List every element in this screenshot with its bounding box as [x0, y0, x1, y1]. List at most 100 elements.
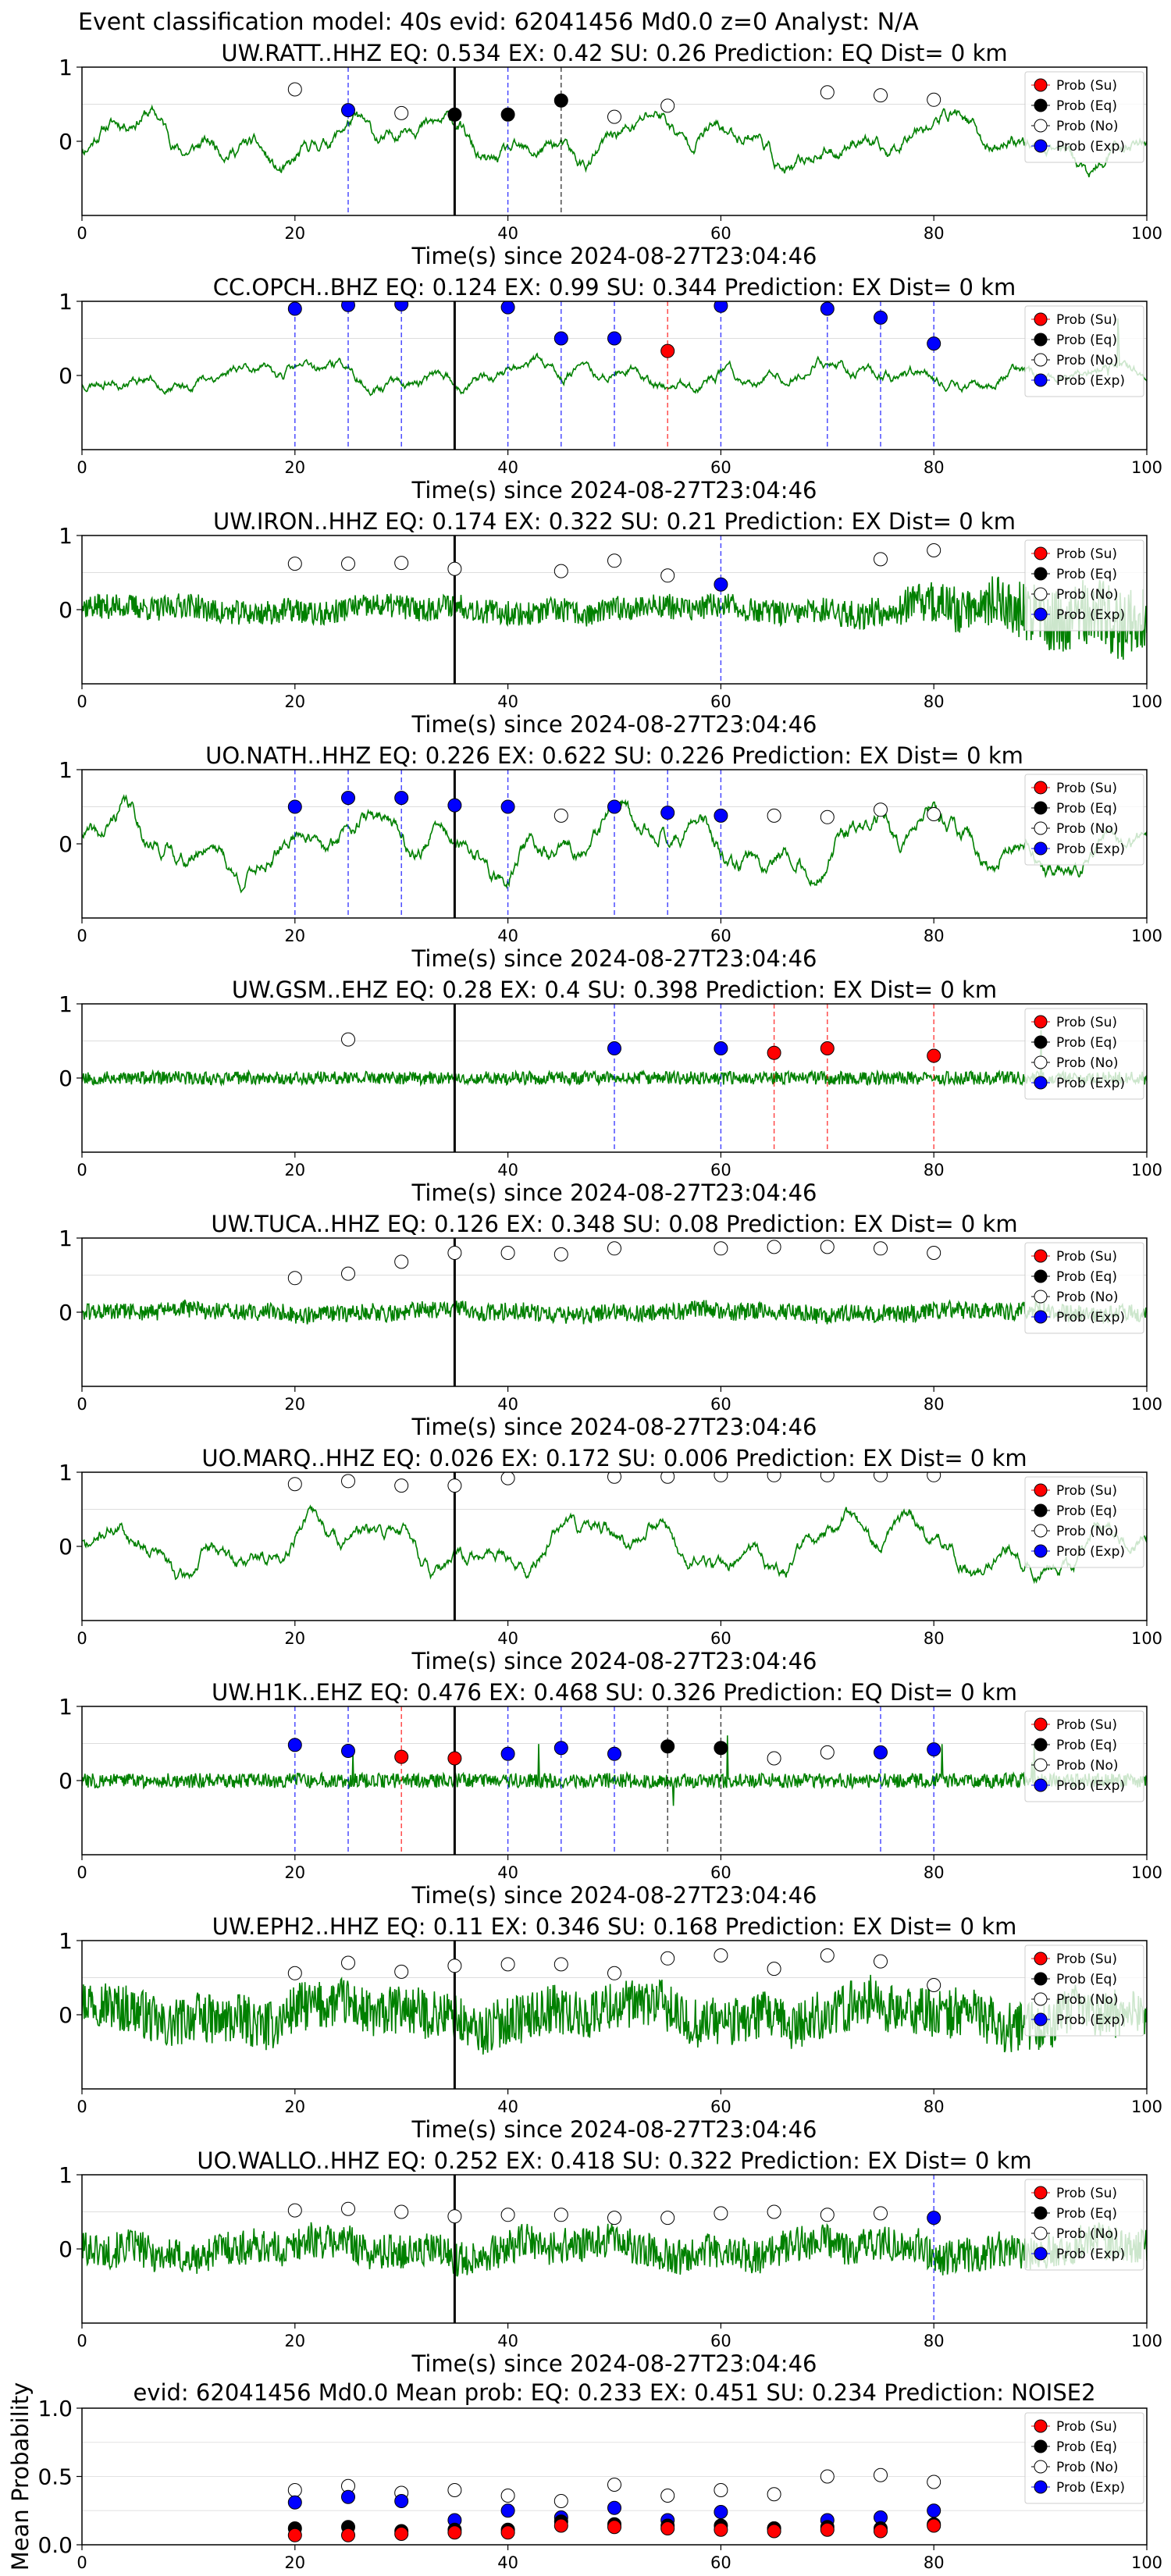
mean-point-no	[874, 2467, 888, 2482]
mean-point-no	[660, 2489, 675, 2503]
prob-point-no	[553, 808, 568, 823]
ytick-label: 0	[59, 1534, 73, 1560]
legend-marker-exp	[1034, 373, 1048, 387]
ytick-label: 1	[59, 757, 73, 783]
xtick-label: 0	[77, 224, 87, 243]
axes-frame	[81, 1471, 1148, 1621]
legend-marker-exp	[1034, 2012, 1048, 2026]
legend-marker-su	[1034, 1717, 1048, 1731]
xtick-label: 0	[77, 1863, 87, 1882]
legend-label-exp: Prob (Exp)	[1056, 1544, 1125, 1560]
prob-point-no	[927, 92, 941, 107]
station-panel-5: UW.TUCA..HHZ EQ: 0.126 EX: 0.348 SU: 0.0…	[59, 1211, 1162, 1440]
xtick-label: 80	[924, 224, 945, 243]
xtick-label: 40	[497, 1863, 518, 1882]
xtick-label: 80	[924, 2097, 945, 2116]
xtick-label: 100	[1131, 2097, 1162, 2116]
prob-point-exp	[927, 2211, 941, 2226]
x-axis-label: Time(s) since 2024-08-27T23:04:46	[411, 1179, 817, 1206]
xtick-label: 20	[284, 1863, 305, 1882]
prob-point-no	[874, 1472, 888, 1482]
prob-point-no	[874, 802, 888, 817]
legend-label-su: Prob (Su)	[1056, 78, 1117, 94]
station-panel-7: UW.H1K..EHZ EQ: 0.476 EX: 0.468 SU: 0.32…	[59, 1679, 1162, 1909]
prob-point-no	[341, 557, 355, 571]
xtick-label: 40	[497, 224, 518, 243]
xtick-label: 80	[924, 1395, 945, 1414]
xtick-label: 0	[77, 1395, 87, 1414]
prob-point-no	[287, 1271, 302, 1286]
prob-point-no	[553, 564, 568, 578]
ytick-label: 1	[59, 991, 73, 1017]
xtick-label: 80	[924, 2553, 945, 2572]
station-panel-8: UW.EPH2..HHZ EQ: 0.11 EX: 0.346 SU: 0.16…	[59, 1913, 1162, 2143]
legend-label-no: Prob (No)	[1056, 1290, 1119, 1305]
panel-plot-area	[82, 1004, 1147, 1152]
legend-label-eq: Prob (Eq)	[1056, 1035, 1117, 1051]
ytick-label: 0	[59, 363, 73, 389]
legend-marker-eq	[1034, 1738, 1048, 1752]
prob-point-no	[394, 556, 409, 571]
legend-label-exp: Prob (Exp)	[1056, 2480, 1125, 2496]
prob-point-no	[447, 1246, 462, 1260]
xtick-label: 20	[284, 927, 305, 945]
prob-point-eq	[500, 107, 515, 122]
legend-label-eq: Prob (Eq)	[1056, 333, 1117, 348]
mean-point-su	[714, 2522, 728, 2537]
panel-title: UO.MARQ..HHZ EQ: 0.026 EX: 0.172 SU: 0.0…	[201, 1445, 1027, 1471]
legend-frame	[1024, 1710, 1144, 1802]
station-panel-0: UW.RATT..HHZ EQ: 0.534 EX: 0.42 SU: 0.26…	[59, 40, 1162, 269]
prob-point-eq	[553, 93, 568, 108]
legend-marker-eq	[1034, 2439, 1048, 2453]
mean-point-su	[447, 2525, 462, 2540]
legend-marker-no	[1034, 1290, 1048, 1304]
legend-marker-eq	[1034, 98, 1048, 112]
legend-label-no: Prob (No)	[1056, 353, 1119, 368]
xtick-label: 100	[1131, 1629, 1162, 1648]
legend-1: Prob (Su) Prob (Eq) Prob (No) Prob (Exp)	[1024, 305, 1144, 397]
prob-point-no	[287, 1966, 302, 1980]
prob-point-exp	[341, 301, 355, 312]
prob-point-su	[394, 1749, 409, 1764]
legend-label-exp: Prob (Exp)	[1056, 2247, 1125, 2262]
xtick-label: 60	[710, 1863, 731, 1882]
prob-point-exp	[341, 1744, 355, 1758]
legend-label-no: Prob (No)	[1056, 1524, 1119, 1539]
panel-title: UW.IRON..HHZ EQ: 0.174 EX: 0.322 SU: 0.2…	[213, 508, 1016, 535]
panel-plot-area	[82, 1706, 1147, 1855]
legend-label-su: Prob (Su)	[1056, 1717, 1117, 1733]
mean-point-exp	[500, 2503, 515, 2518]
xtick-label: 20	[284, 1629, 305, 1648]
ytick-label: 0	[59, 597, 73, 623]
ytick-label: 0	[59, 831, 73, 857]
legend-marker-exp	[1034, 1778, 1048, 1792]
waveform-trace	[82, 104, 1147, 178]
legend-marker-eq	[1034, 1972, 1048, 1986]
legend-marker-no	[1034, 2460, 1048, 2474]
legend-label-eq: Prob (Eq)	[1056, 1269, 1117, 1285]
prob-point-exp	[607, 799, 621, 814]
prob-point-no	[927, 807, 941, 821]
ytick-label: 1	[59, 55, 73, 80]
mean-panel: evid: 62041456 Md0.0 Mean prob: EQ: 0.23…	[7, 2379, 1162, 2572]
prob-point-no	[820, 1948, 835, 1962]
prob-point-exp	[341, 103, 355, 118]
legend-3: Prob (Su) Prob (Eq) Prob (No) Prob (Exp)	[1024, 774, 1144, 866]
mean-point-su	[341, 2528, 355, 2542]
xtick-label: 40	[497, 2097, 518, 2116]
legend-marker-no	[1034, 119, 1048, 133]
x-axis-label: Time(s) since 2024-08-27T23:04:46	[411, 477, 817, 503]
legend-marker-su	[1034, 781, 1048, 795]
prob-point-no	[820, 1745, 835, 1759]
legend-marker-su	[1034, 2419, 1048, 2433]
prob-point-exp	[500, 1746, 515, 1761]
panel-plot-area	[82, 535, 1147, 684]
ytick-label: 1	[59, 523, 73, 549]
prob-point-no	[607, 553, 621, 568]
legend-marker-no	[1034, 1992, 1048, 2006]
legend-label-eq: Prob (Eq)	[1056, 2439, 1117, 2455]
legend-label-eq: Prob (Eq)	[1056, 98, 1117, 114]
mean-point-no	[714, 2483, 728, 2497]
legend-marker-eq	[1034, 333, 1048, 347]
